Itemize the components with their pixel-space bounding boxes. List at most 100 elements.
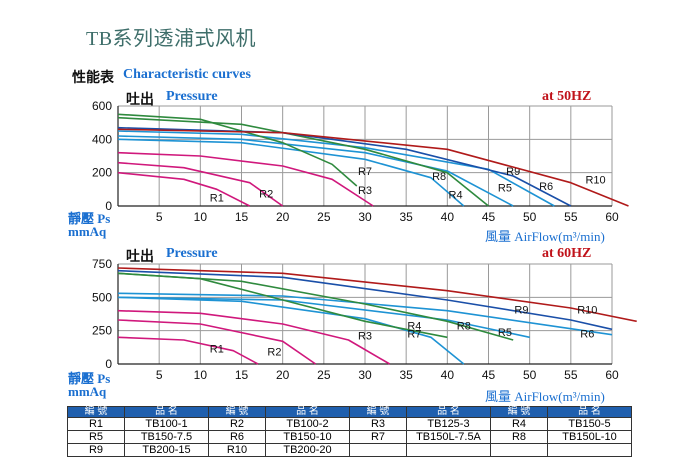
series-line-r2 <box>117 161 284 207</box>
series-line-r4 <box>117 138 465 207</box>
series-line-r1 <box>117 171 251 207</box>
x-tick-label: 35 <box>399 368 413 382</box>
x-tick-label: 20 <box>276 210 290 224</box>
x-tick-label: 60 <box>605 368 619 382</box>
legend-code: R9 <box>67 443 125 457</box>
legend-code: R4 <box>490 417 548 431</box>
y-tick-label: 250 <box>92 324 112 338</box>
series-line-r9 <box>117 269 613 331</box>
series-line-r7 <box>117 113 358 187</box>
x-tick-label: 35 <box>399 210 413 224</box>
legend-header-model: 品 名 <box>406 406 491 418</box>
series-label-r3: R3 <box>358 185 372 197</box>
legend-header-model: 品 名 <box>547 406 632 418</box>
series-label-r9: R9 <box>514 304 528 316</box>
series-label-r3: R3 <box>358 330 372 342</box>
x-tick-label: 50 <box>523 368 537 382</box>
x-tick-label: 55 <box>564 368 578 382</box>
legend-model <box>547 443 632 457</box>
subtitle-cn: 性能表 <box>72 71 114 86</box>
series-line-r4 <box>117 296 465 365</box>
legend-model: TB200-20 <box>265 443 350 457</box>
legend-code: R3 <box>349 417 407 431</box>
pressure-label-en-1: Pressure <box>166 89 218 104</box>
series-label-r4: R4 <box>449 189 463 201</box>
freq-label-60: at 60HZ <box>542 246 592 261</box>
series-line-r10 <box>117 128 629 207</box>
y-unit-line1: 靜壓 Ps <box>68 371 111 386</box>
legend-code <box>490 443 548 457</box>
legend-code: R10 <box>208 443 266 457</box>
y-tick-label: 0 <box>105 199 112 213</box>
legend-model: TB150-10 <box>265 430 350 444</box>
legend-header-row: 編 號品 名編 號品 名編 號品 名編 號品 名 <box>67 406 632 418</box>
series-label-r7: R7 <box>358 166 372 178</box>
x-tick-label: 30 <box>358 210 372 224</box>
series-line-r1 <box>117 336 259 365</box>
legend-header-code: 編 號 <box>208 406 266 418</box>
legend-code: R5 <box>67 430 125 444</box>
legend-model: TB125-3 <box>406 417 491 431</box>
series-label-r8: R8 <box>457 320 471 332</box>
series-line-r8 <box>117 116 490 207</box>
y-unit-2: 靜壓 Ps mmAq <box>68 372 110 398</box>
x-tick-label: 20 <box>276 368 290 382</box>
y-unit-line2: mmAq <box>68 224 107 239</box>
series-label-r9: R9 <box>506 166 520 178</box>
legend-header-model: 品 名 <box>124 406 209 418</box>
x-tick-label: 25 <box>317 368 331 382</box>
x-tick-label: 15 <box>235 368 249 382</box>
x-tick-label: 30 <box>358 368 372 382</box>
legend-model: TB150L-7.5A <box>406 430 491 444</box>
series-line-r2 <box>117 319 317 365</box>
legend-header-model: 品 名 <box>265 406 350 418</box>
x-tick-label: 10 <box>194 210 208 224</box>
x-tick-label: 45 <box>482 210 496 224</box>
chart-title: TB系列透浦式风机 <box>86 28 257 50</box>
x-unit-1: 風量 AirFlow(m³/min) <box>485 229 605 244</box>
pressure-label-cn-1: 吐出 <box>126 93 154 108</box>
legend-model: TB100-2 <box>265 417 350 431</box>
legend-model: TB200-15 <box>124 443 209 457</box>
y-tick-label: 750 <box>92 257 112 271</box>
series-label-r4: R4 <box>407 320 421 332</box>
legend-code: R2 <box>208 417 266 431</box>
legend-row: R1 TB100-1 R2 TB100-2 R3 TB125-3 R4 TB150-5 <box>67 417 632 431</box>
legend-model: TB150-7.5 <box>124 430 209 444</box>
legend-code: R1 <box>67 417 125 431</box>
legend-model: TB150-5 <box>547 417 632 431</box>
x-tick-label: 5 <box>156 210 163 224</box>
legend-header-code: 編 號 <box>349 406 407 418</box>
x-tick-label: 55 <box>564 210 578 224</box>
legend-model <box>406 443 491 457</box>
series-line-r6 <box>117 130 555 207</box>
legend-row: R5 TB150-7.5 R6 TB150-10 R7 TB150L-7.5A R8 TB15… <box>67 430 632 444</box>
x-unit-2: 風量 AirFlow(m³/min) <box>485 389 605 404</box>
series-label-r2: R2 <box>267 346 281 358</box>
series-label-r1: R1 <box>210 193 224 205</box>
legend-header-code: 編 號 <box>67 406 125 418</box>
series-label-r8: R8 <box>432 171 446 183</box>
series-line-r5 <box>117 135 514 207</box>
y-tick-label: 500 <box>92 290 112 304</box>
model-legend-table: 編 號品 名編 號品 名編 號品 名編 號品 名 R1 TB100-1 R2 TB100… <box>67 406 632 457</box>
series-label-r2: R2 <box>259 189 273 201</box>
y-tick-label: 0 <box>105 357 112 371</box>
x-tick-label: 50 <box>523 210 537 224</box>
freq-label-50: at 50HZ <box>542 89 592 104</box>
y-unit-line2: mmAq <box>68 384 107 399</box>
legend-code <box>349 443 407 457</box>
series-label-r6: R6 <box>580 328 594 340</box>
series-line-r3 <box>117 309 391 365</box>
y-unit-line1: 靜壓 Ps <box>68 211 111 226</box>
legend-code: R7 <box>349 430 407 444</box>
y-tick-label: 600 <box>92 99 112 113</box>
pressure-label-en-2: Pressure <box>166 246 218 261</box>
series-label-r5: R5 <box>498 183 512 195</box>
series-line-r10 <box>117 267 637 323</box>
series-label-r10: R10 <box>585 174 605 186</box>
series-label-r10: R10 <box>577 304 597 316</box>
y-unit-1: 靜壓 Ps mmAq <box>68 212 110 238</box>
legend-code: R8 <box>490 430 548 444</box>
x-tick-label: 25 <box>317 210 331 224</box>
